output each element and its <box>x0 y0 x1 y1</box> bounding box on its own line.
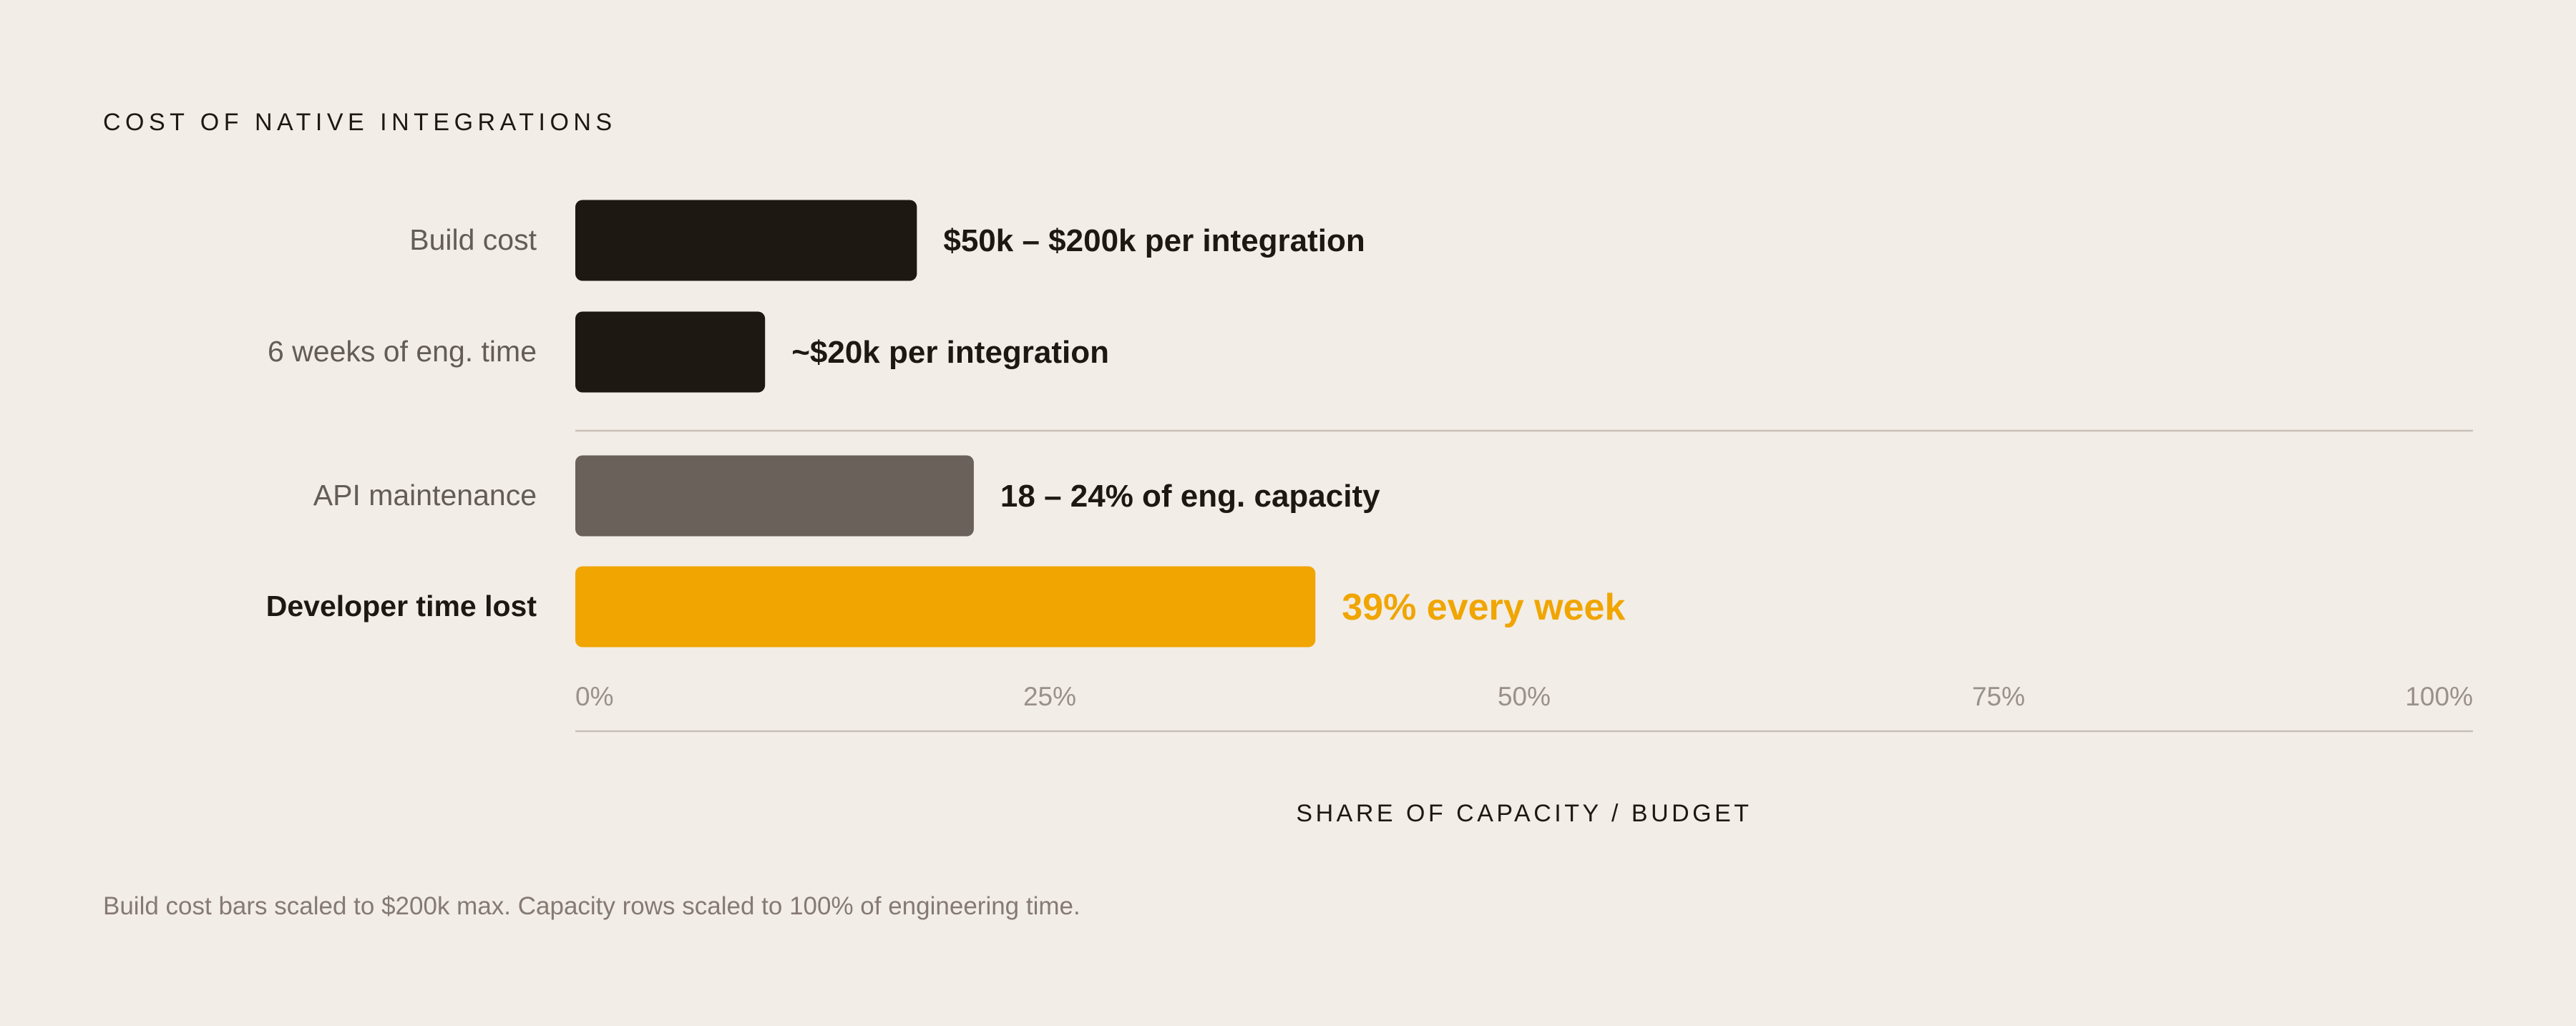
labels-layer: Build cost $50k – $200k per integration 6 … <box>266 223 1626 628</box>
value-label: ~$20k per integration <box>791 335 1109 370</box>
value-label: 18 – 24% of eng. capacity <box>1000 479 1380 514</box>
category-label: 6 weeks of eng. time <box>268 335 537 368</box>
bars-layer <box>575 200 1316 648</box>
bar <box>575 200 917 281</box>
x-tick-label: 25% <box>1023 682 1076 711</box>
value-label: $50k – $200k per integration <box>943 223 1365 258</box>
x-tick-label: 75% <box>1972 682 2025 711</box>
category-label: API maintenance <box>313 479 537 512</box>
category-label: Build cost <box>409 223 537 256</box>
chart-footnote: Build cost bars scaled to $200k max. Cap… <box>103 892 1080 920</box>
category-label: Developer time lost <box>266 590 537 622</box>
x-tick-label: 50% <box>1498 682 1551 711</box>
chart-title: COST OF NATIVE INTEGRATIONS <box>103 109 617 136</box>
x-tick-label: 100% <box>2405 682 2473 711</box>
x-tick-label: 0% <box>575 682 613 711</box>
x-axis-label: SHARE OF CAPACITY / BUDGET <box>1296 800 1752 827</box>
bar <box>575 311 766 393</box>
bar <box>575 566 1316 648</box>
value-label: 39% every week <box>1342 587 1625 628</box>
x-axis-ticks: 0% 25% 50% 75% 100% <box>575 682 2473 711</box>
bar <box>575 455 974 537</box>
